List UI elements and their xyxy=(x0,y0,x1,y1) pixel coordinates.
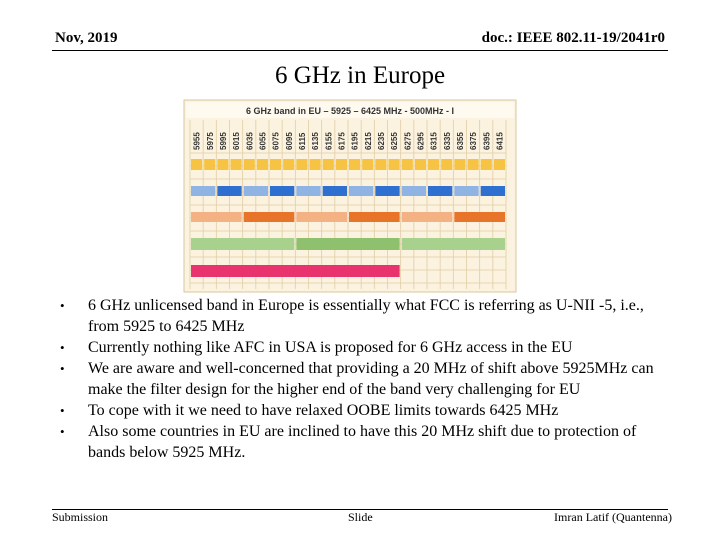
channel-label: 6115 xyxy=(298,132,307,150)
channel-block xyxy=(375,159,387,170)
channel-block xyxy=(401,186,426,196)
channel-block xyxy=(454,159,466,170)
channel-label: 6335 xyxy=(443,132,452,150)
channel-block xyxy=(349,186,374,196)
channel-block xyxy=(335,159,347,170)
channel-label: 6275 xyxy=(403,132,412,150)
channel-block xyxy=(230,159,242,170)
bullet: Currently nothing like AFC in USA is pro… xyxy=(60,337,660,358)
channel-block xyxy=(296,159,308,170)
channel-block xyxy=(375,186,400,196)
bullet: To cope with it we need to have relaxed … xyxy=(60,400,660,421)
channel-block xyxy=(243,212,295,222)
bullet: 6 GHz unlicensed band in Europe is essen… xyxy=(60,295,660,337)
channel-block xyxy=(191,186,216,196)
footer-center: Slide xyxy=(348,510,373,524)
channel-label: 6415 xyxy=(495,132,504,150)
channel-block xyxy=(296,238,400,250)
footer-left: Submission xyxy=(52,510,109,524)
channel-block xyxy=(191,212,242,222)
channel-block xyxy=(217,186,242,196)
channel-block xyxy=(493,159,505,170)
channel-label: 6395 xyxy=(482,132,491,150)
channel-block xyxy=(401,238,505,250)
channel-block xyxy=(270,159,282,170)
channel-block xyxy=(428,159,440,170)
header-doc: doc.: IEEE 802.11-19/2041r0 xyxy=(481,30,665,46)
channel-block xyxy=(243,186,268,196)
channel-label: 6315 xyxy=(430,132,439,150)
channel-block xyxy=(191,159,203,170)
channel-label: 6055 xyxy=(258,132,267,150)
channel-block xyxy=(296,212,347,222)
channel-block xyxy=(309,159,321,170)
channel-block xyxy=(480,186,505,196)
figure-title: 6 GHz band in EU – 5925 – 6425 MHz - 500… xyxy=(246,106,454,116)
channel-block xyxy=(270,186,295,196)
channel-block xyxy=(296,186,321,196)
channel-block xyxy=(454,186,479,196)
footer-rule xyxy=(52,509,668,510)
channel-block xyxy=(256,159,268,170)
channel-block xyxy=(401,159,413,170)
channel-block xyxy=(362,159,374,170)
channel-label: 6015 xyxy=(232,132,241,150)
channel-label: 6195 xyxy=(351,132,360,150)
channel-label: 6155 xyxy=(324,132,333,150)
channel-label: 5955 xyxy=(193,132,202,150)
channel-label: 5995 xyxy=(219,132,228,150)
channel-label: 6355 xyxy=(456,132,465,150)
channel-block xyxy=(349,159,361,170)
slide-title: 6 GHz in Europe xyxy=(274,62,446,89)
channel-label: 6035 xyxy=(245,132,254,150)
channel-block xyxy=(401,212,453,222)
channel-block xyxy=(454,212,505,222)
channel-label: 6375 xyxy=(469,132,478,150)
bullet: Also some countries in EU are inclined t… xyxy=(60,421,660,463)
channel-label: 6295 xyxy=(416,132,425,150)
channel-label: 6255 xyxy=(390,132,399,150)
channel-block xyxy=(243,159,255,170)
channel-block xyxy=(283,159,295,170)
channel-label: 5975 xyxy=(206,132,215,150)
channel-figure: 6 GHz band in EU – 5925 – 6425 MHz - 500… xyxy=(183,99,517,293)
channel-block xyxy=(191,238,295,250)
channel-block xyxy=(322,159,334,170)
figure-title-bar xyxy=(186,102,514,118)
footer-right: Imran Latif (Quantenna) xyxy=(554,510,672,524)
header-rule xyxy=(52,50,668,51)
bullet-list: 6 GHz unlicensed band in Europe is essen… xyxy=(60,295,660,463)
channel-block xyxy=(441,159,453,170)
channel-block xyxy=(480,159,492,170)
channel-label: 6215 xyxy=(364,132,373,150)
channel-label: 6135 xyxy=(311,132,320,150)
channel-block xyxy=(191,265,400,277)
channel-label: 6095 xyxy=(285,132,294,150)
header-date: Nov, 2019 xyxy=(55,30,118,46)
channel-block xyxy=(467,159,479,170)
channel-block xyxy=(322,186,347,196)
channel-label: 6075 xyxy=(272,132,281,150)
channel-block xyxy=(217,159,229,170)
channel-label: 6235 xyxy=(377,132,386,150)
channel-block xyxy=(388,159,400,170)
channel-block xyxy=(428,186,453,196)
channel-block xyxy=(349,212,400,222)
channel-block xyxy=(414,159,426,170)
channel-block xyxy=(204,159,216,170)
bullet: We are aware and well-concerned that pro… xyxy=(60,358,660,400)
channel-label: 6175 xyxy=(337,132,346,150)
